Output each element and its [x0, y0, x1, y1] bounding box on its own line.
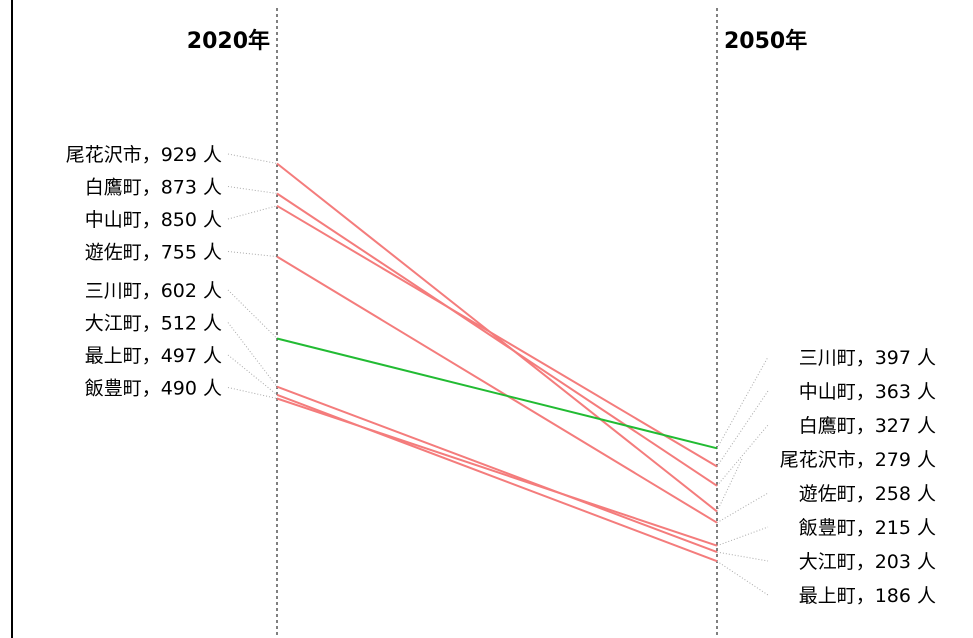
left-label-6: 最上町，497 人	[85, 345, 222, 367]
slope-lines	[276, 162, 718, 563]
left-label-7: 飯豊町，490 人	[85, 378, 222, 400]
right-label-4: 遊佐町，258 人	[799, 483, 936, 505]
left-connector-3	[227, 251, 278, 258]
slope-line-1	[276, 192, 718, 487]
slope-line-0	[276, 162, 718, 513]
left-label-5: 大江町，512 人	[85, 313, 222, 335]
right-connector-4	[716, 492, 769, 524]
left-connector-5	[227, 322, 278, 388]
right-connector-1	[716, 390, 769, 467]
right-connector-7	[716, 560, 769, 596]
left-label-1: 白鷹町，873 人	[85, 177, 222, 199]
left-connector-7	[227, 387, 278, 399]
right-label-1: 中山町，363 人	[799, 381, 936, 403]
slope-line-5	[276, 385, 718, 554]
right-label-5: 飯豊町，215 人	[799, 517, 936, 539]
right-label-6: 大江町，203 人	[799, 551, 936, 573]
right-connector-6	[716, 551, 769, 562]
slope-line-2	[276, 204, 718, 468]
right-label-3: 尾花沢市，279 人	[780, 449, 936, 471]
left-label-3: 遊佐町，755 人	[85, 242, 222, 264]
right-label-2: 白鷹町，327 人	[799, 415, 936, 437]
right-connector-0	[716, 356, 769, 449]
right-label-0: 三川町，397 人	[799, 347, 936, 369]
slope-line-3	[276, 255, 718, 524]
left-connector-0	[227, 153, 278, 164]
left-label-2: 中山町，850 人	[85, 209, 222, 231]
year-label-2020: 2020年	[187, 28, 270, 54]
right-connector-3	[716, 458, 743, 512]
left-label-0: 尾花沢市，929 人	[66, 144, 222, 166]
slope-line-7	[276, 397, 718, 547]
left-connector-2	[227, 205, 278, 220]
left-connector-1	[227, 186, 278, 194]
connector-layer	[227, 153, 769, 596]
left-label-4: 三川町，602 人	[85, 280, 222, 302]
left-connector-6	[227, 354, 278, 396]
right-label-7: 最上町，186 人	[799, 585, 936, 607]
left-connector-4	[227, 289, 278, 339]
right-connector-2	[716, 424, 769, 487]
right-connector-5	[716, 526, 769, 547]
year-label-2050: 2050年	[724, 28, 807, 54]
slope-line-4	[276, 337, 718, 450]
